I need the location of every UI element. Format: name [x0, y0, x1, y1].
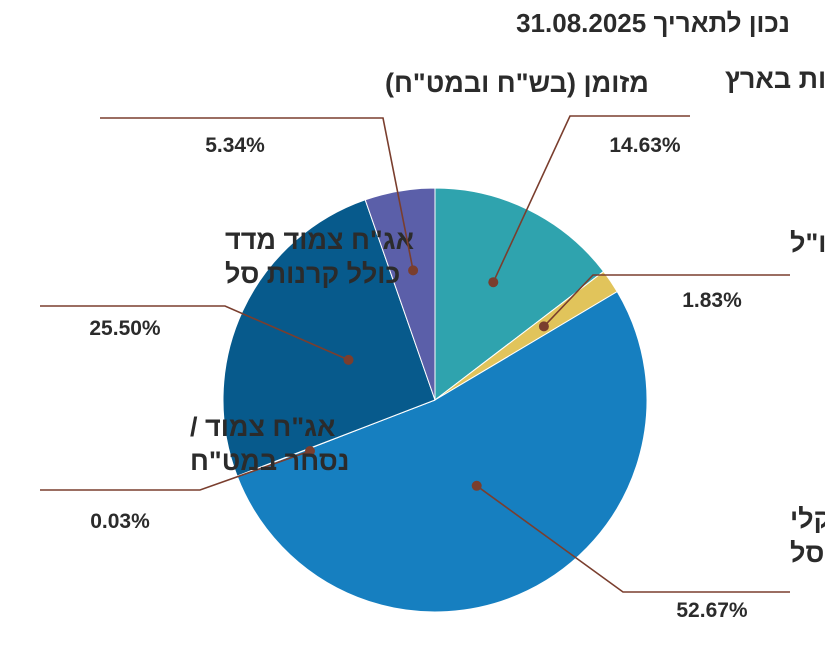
leader-line-3: [476, 485, 790, 593]
slice-label-3-line-1: אג"ח שקלי: [790, 504, 825, 534]
slice-label-2-line-1: מניות בחו"ל: [790, 228, 825, 258]
slice-label-6-line-1: מזומן (בש"ח ובמט"ח): [385, 68, 649, 98]
slice-value-5: 25.50%: [89, 317, 161, 340]
pie-slice-6: [364, 187, 436, 401]
slice-value-1: 14.63%: [609, 134, 681, 157]
slice-label-group-4: אג"ח צמוד / נסחר במט"ח 0.03%: [40, 412, 349, 533]
leader-dot-1: [488, 277, 499, 288]
pie-slices: [222, 187, 648, 613]
slice-label-1-line-1: מניות בארץ: [725, 64, 825, 94]
leader-line-4: [40, 450, 311, 491]
slice-value-3: 52.67%: [676, 599, 748, 622]
slice-label-4-line-2: נסחר במט"ח: [190, 446, 349, 476]
slice-label-group-1: מניות בארץ 14.63%: [488, 64, 825, 288]
leader-line-5: [40, 305, 349, 361]
slice-label-3-line-2: כולל קרנות סל: [790, 538, 825, 568]
pie-slice-5: [222, 199, 436, 477]
slice-label-5-line-1: אג"ח צמוד מדד: [225, 225, 414, 255]
leader-line-1: [492, 115, 690, 283]
slice-label-group-2: מניות בחו"ל 1.83%: [538, 228, 825, 332]
slice-label-group-5: אג"ח צמוד מדד כולל קרנות סל 25.50%: [40, 225, 414, 365]
leader-line-6: [100, 117, 414, 271]
pie-slice-3: [236, 290, 648, 613]
slice-label-5-line-2: כולל קרנות סל: [225, 259, 400, 289]
leader-dot-5: [343, 354, 354, 365]
slice-label-4-line-1: אג"ח צמוד /: [190, 412, 335, 442]
slice-label-group-3: אג"ח שקלי כולל קרנות סל 52.67%: [471, 480, 825, 622]
leader-dot-6: [408, 265, 419, 276]
slice-value-4: 0.03%: [90, 510, 150, 533]
leader-dot-3: [471, 480, 482, 491]
slice-value-6: 5.34%: [205, 134, 265, 157]
leader-dot-4: [305, 446, 315, 456]
slice-label-group-6: מזומן (בש"ח ובמט"ח) 5.34%: [100, 68, 649, 276]
slice-value-2: 1.83%: [682, 289, 742, 312]
chart-title: נכון לתאריך 31.08.2025: [516, 8, 790, 38]
leader-dot-2: [538, 321, 549, 332]
pie-slice-1: [434, 187, 605, 402]
leader-line-2: [543, 274, 790, 327]
slice-labels: מניות בארץ 14.63% מניות בחו"ל 1.83% אג"ח שקל…: [40, 64, 825, 622]
